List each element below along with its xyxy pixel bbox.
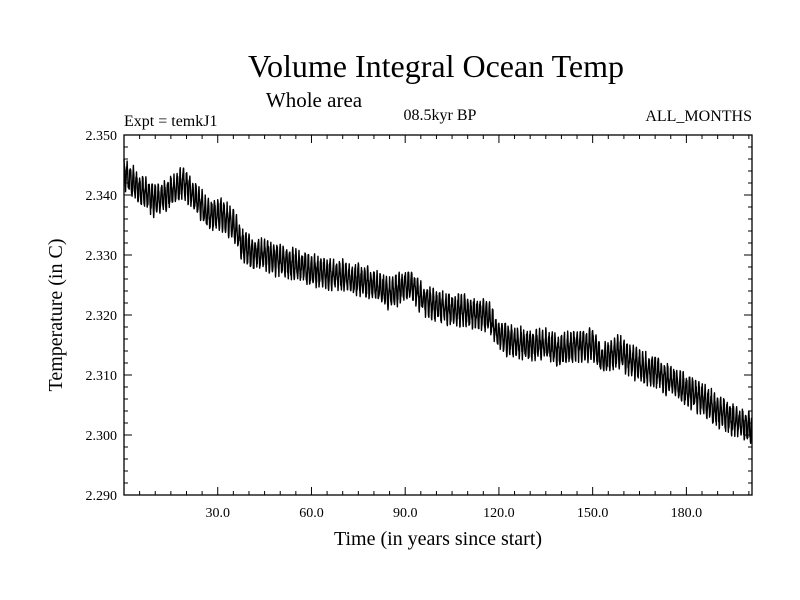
x-tick-label: 30.0 <box>205 506 230 521</box>
period-label: 08.5kyr BP <box>404 107 477 124</box>
y-tick-label: 2.290 <box>86 489 118 504</box>
y-tick-label: 2.320 <box>86 309 118 324</box>
x-axis: 30.0 60.0 90.0 120.0 150.0 180.0 <box>139 135 750 521</box>
x-tick-label: 180.0 <box>671 506 703 521</box>
series-line <box>123 159 753 444</box>
chart-title: Volume Integral Ocean Temp <box>248 48 624 84</box>
experiment-label: Expt = temkJ1 <box>124 113 217 130</box>
x-axis-label: Time (in years since start) <box>334 528 542 550</box>
x-tick-label: 90.0 <box>393 506 418 521</box>
months-label: ALL_MONTHS <box>645 108 752 125</box>
chart-subtitle: Whole area <box>266 88 363 112</box>
y-tick-label: 2.330 <box>86 249 118 264</box>
y-axis-label: Temperature (in C) <box>45 239 67 392</box>
y-tick-label: 2.300 <box>86 429 118 444</box>
x-tick-label: 60.0 <box>299 506 324 521</box>
y-tick-label: 2.350 <box>86 129 118 144</box>
plot-frame <box>123 134 753 496</box>
y-axis: 2.290 2.300 2.310 2.320 2.330 2.340 2.350 <box>86 129 752 504</box>
x-tick-label: 120.0 <box>483 506 515 521</box>
x-tick-label: 150.0 <box>577 506 609 521</box>
y-tick-label: 2.310 <box>86 369 118 384</box>
y-tick-label: 2.340 <box>86 189 118 204</box>
